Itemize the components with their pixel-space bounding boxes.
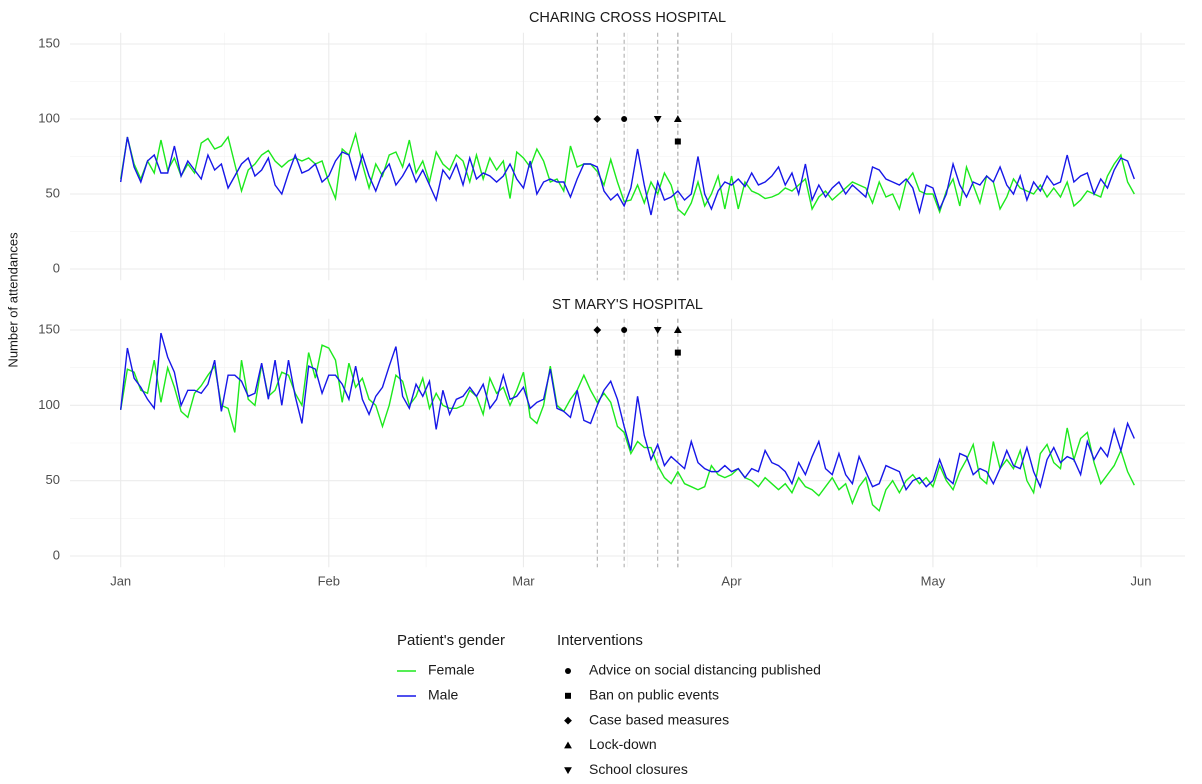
legend-symbol [565, 668, 571, 674]
y-tick-label: 100 [38, 110, 60, 125]
legend-symbol [565, 692, 571, 699]
legend-label: School closures [589, 761, 688, 777]
y-tick-label: 50 [46, 472, 60, 487]
legend-label: Case based measures [589, 711, 729, 727]
legend-label: Male [428, 687, 459, 703]
intervention-marker [653, 327, 662, 334]
y-tick-label: 150 [38, 35, 60, 50]
y-tick-label: 0 [53, 547, 60, 562]
series-line [119, 344, 1135, 513]
intervention-marker [673, 326, 682, 333]
y-tick-label: 0 [53, 260, 60, 275]
x-tick-label: Jan [110, 574, 131, 589]
legend-label: Female [428, 662, 475, 678]
intervention-marker [621, 116, 628, 122]
intervention-marker [621, 327, 628, 333]
intervention-marker [674, 138, 681, 145]
x-tick-label: Apr [721, 574, 742, 589]
y-tick-label: 50 [46, 185, 60, 200]
series-line [119, 136, 1135, 216]
x-tick-label: Feb [318, 574, 340, 589]
panel-title: ST MARY'S HOSPITAL [552, 297, 703, 313]
intervention-marker [653, 116, 662, 123]
x-tick-label: Jun [1131, 574, 1152, 589]
y-tick-label: 150 [38, 321, 60, 336]
legend-label: Lock-down [589, 736, 657, 752]
legend-title: Interventions [557, 632, 643, 649]
intervention-marker [674, 349, 681, 356]
legend-label: Ban on public events [589, 687, 719, 703]
legend-symbol [564, 716, 572, 725]
y-tick-label: 100 [38, 397, 60, 412]
intervention-marker [593, 115, 602, 123]
legend-symbol [564, 767, 572, 775]
legend-symbol [564, 741, 572, 749]
series-line [119, 131, 1135, 217]
x-tick-label: Mar [512, 574, 535, 589]
panel-title: CHARING CROSS HOSPITAL [529, 10, 726, 26]
legend-label: Advice on social distancing published [589, 662, 821, 678]
series-line [119, 332, 1135, 492]
legend-title: Patient's gender [397, 632, 505, 649]
intervention-marker [593, 326, 602, 334]
intervention-marker [673, 115, 682, 122]
x-tick-label: May [921, 574, 946, 589]
y-axis-label: Number of attendances [5, 232, 20, 368]
